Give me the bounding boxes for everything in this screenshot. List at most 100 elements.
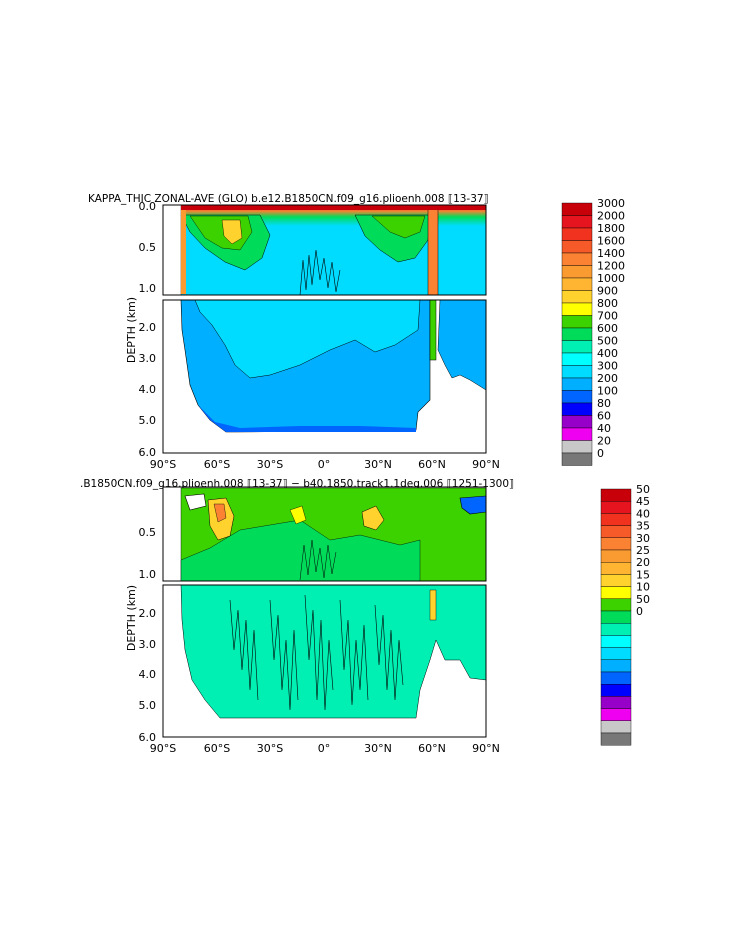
panel-2-orange-south bbox=[213, 503, 227, 523]
panel-1-north-column-lower bbox=[429, 299, 437, 361]
xtick-label: 60°N bbox=[418, 742, 446, 755]
colorbar-swatch bbox=[561, 452, 593, 466]
colorbar-label: 80 bbox=[597, 397, 611, 410]
ytick-label: 2.0 bbox=[139, 321, 157, 334]
panel-2-yellow-mid bbox=[289, 505, 307, 525]
colorbar-swatch bbox=[561, 265, 593, 279]
panel-1-ylabel: DEPTH (km) bbox=[125, 297, 138, 363]
ytick-label: 3.0 bbox=[139, 638, 157, 651]
colorbar-label: 10 bbox=[636, 581, 650, 594]
panel-1-field bbox=[180, 205, 486, 433]
colorbar-swatch bbox=[600, 635, 632, 648]
panel-1-deep-400 bbox=[194, 299, 421, 379]
colorbar-swatch bbox=[561, 302, 593, 316]
xtick-label: 0° bbox=[318, 742, 331, 755]
colorbar-swatch bbox=[600, 696, 632, 709]
panel-2-south-white bbox=[184, 493, 207, 511]
xtick-label: 90°N bbox=[472, 742, 500, 755]
ytick-label: 2.0 bbox=[139, 607, 157, 620]
xtick-label: 90°N bbox=[472, 458, 500, 471]
panel-1-north-column bbox=[427, 205, 439, 296]
ytick-label: 0.5 bbox=[139, 526, 157, 539]
panel-2: .B1850CN.f09_g16.plioenh.008 ⟦13-37⟧ − b… bbox=[80, 478, 650, 755]
colorbar-swatch bbox=[561, 352, 593, 366]
colorbar-label: 45 bbox=[636, 495, 650, 508]
ytick-label: 5.0 bbox=[139, 414, 157, 427]
colorbar-label: 15 bbox=[636, 568, 650, 581]
colorbar-label: 400 bbox=[597, 347, 618, 360]
colorbar-swatch bbox=[561, 427, 593, 441]
colorbar-swatch bbox=[600, 586, 632, 599]
colorbar-swatch bbox=[561, 390, 593, 404]
colorbar-label: 500 bbox=[597, 335, 618, 348]
colorbar-label: 60 bbox=[597, 410, 611, 423]
ytick-label: 1.0 bbox=[139, 282, 157, 295]
panel-1-arctic bbox=[437, 299, 486, 391]
colorbar-label: 35 bbox=[636, 520, 650, 533]
colorbar-swatch bbox=[600, 671, 632, 685]
ytick-label: 0.5 bbox=[139, 241, 157, 254]
ytick-label: 4.0 bbox=[139, 383, 157, 396]
colorbar-swatch bbox=[600, 488, 632, 502]
colorbar-label: 50 bbox=[636, 593, 650, 606]
xtick-label: 90°S bbox=[150, 458, 176, 471]
colorbar-swatch bbox=[600, 598, 632, 612]
ytick-label: 1.0 bbox=[139, 568, 157, 581]
panel-2-yellow-north bbox=[361, 505, 385, 531]
colorbar-swatch bbox=[561, 315, 593, 329]
colorbar-label: 300 bbox=[597, 360, 618, 373]
colorbar-label: 1600 bbox=[597, 235, 625, 248]
colorbar-swatch bbox=[561, 240, 593, 254]
colorbar-label: 40 bbox=[597, 422, 611, 435]
colorbar-swatch bbox=[600, 708, 632, 721]
colorbar-label: 20 bbox=[597, 435, 611, 448]
panel-1-lower-yticks: 2.0 3.0 4.0 5.0 6.0 bbox=[139, 321, 157, 459]
colorbar-label: 600 bbox=[597, 322, 618, 335]
colorbar-label: 40 bbox=[636, 507, 650, 520]
colorbar-swatch bbox=[600, 610, 632, 624]
colorbar-label: 800 bbox=[597, 297, 618, 310]
colorbar-swatch bbox=[561, 215, 593, 229]
colorbar-swatch bbox=[600, 562, 632, 575]
colorbar-swatch bbox=[600, 684, 632, 697]
colorbar-swatch bbox=[600, 659, 632, 673]
colorbar-swatch bbox=[561, 365, 593, 379]
colorbar-swatch bbox=[600, 574, 632, 587]
colorbar-label: 0 bbox=[636, 605, 643, 618]
panel-2-deep-noise bbox=[229, 594, 404, 711]
colorbar-label: 30 bbox=[636, 532, 650, 545]
colorbar-swatch bbox=[561, 290, 593, 304]
colorbar-label: 2000 bbox=[597, 210, 625, 223]
colorbar-label: 900 bbox=[597, 285, 618, 298]
colorbar-label: 1000 bbox=[597, 272, 625, 285]
colorbar-swatch bbox=[561, 277, 593, 291]
ytick-label: 6.0 bbox=[139, 731, 157, 744]
colorbar-swatch bbox=[561, 377, 593, 391]
panel-2-upper-noise bbox=[299, 539, 337, 581]
ytick-label: 4.0 bbox=[139, 668, 157, 681]
panel-2-lower-yticks: 2.0 3.0 4.0 5.0 6.0 bbox=[139, 607, 157, 744]
colorbar-label: 0 bbox=[597, 447, 604, 460]
colorbar-swatch bbox=[600, 549, 632, 563]
colorbar-label: 50 bbox=[636, 483, 650, 496]
ytick-label: 0.0 bbox=[139, 200, 157, 213]
colorbar-swatch bbox=[561, 202, 593, 216]
colorbar-label: 100 bbox=[597, 385, 618, 398]
colorbar-swatch bbox=[561, 415, 593, 429]
xtick-label: 0° bbox=[318, 458, 331, 471]
xtick-label: 30°S bbox=[257, 742, 283, 755]
colorbar-label: 700 bbox=[597, 310, 618, 323]
panel-1-title: KAPPA_THIC ZONAL-AVE (GLO) b.e12.B1850CN… bbox=[88, 193, 489, 205]
xtick-label: 30°N bbox=[364, 742, 392, 755]
colorbar-swatch bbox=[561, 252, 593, 266]
xtick-label: 60°S bbox=[204, 458, 230, 471]
panel-2-deep-fill bbox=[180, 584, 486, 719]
panel-2-north-column bbox=[429, 589, 437, 621]
panel-1-top-strip bbox=[181, 205, 486, 210]
panel-1-bottom-strip bbox=[198, 405, 416, 432]
xtick-label: 60°N bbox=[418, 458, 446, 471]
colorbar-swatch bbox=[600, 513, 632, 526]
ytick-label: 3.0 bbox=[139, 352, 157, 365]
xtick-label: 90°S bbox=[150, 742, 176, 755]
colorbar-swatch bbox=[600, 525, 632, 538]
